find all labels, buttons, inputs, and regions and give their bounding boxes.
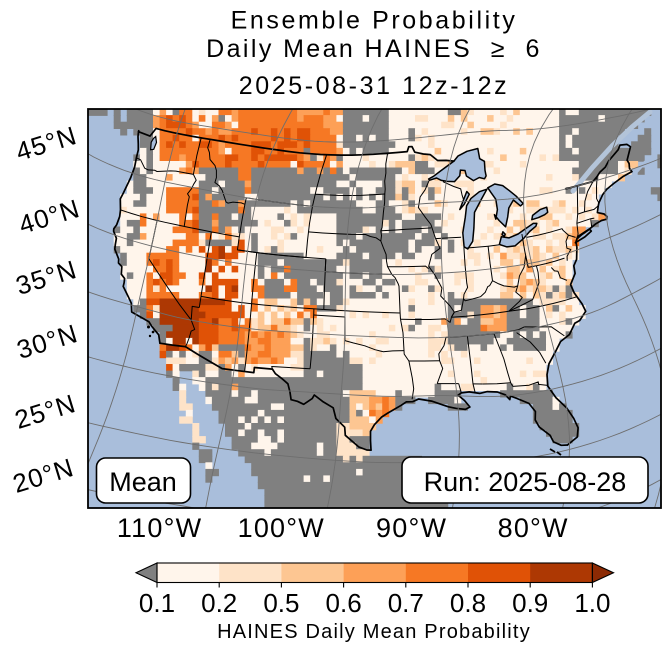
svg-text:100°W: 100°W [238, 513, 325, 543]
svg-text:0.7: 0.7 [388, 588, 424, 618]
svg-text:110°W: 110°W [117, 513, 202, 543]
svg-text:HAINES Daily Mean Probability: HAINES Daily Mean Probability [217, 621, 531, 643]
svg-text:0.5: 0.5 [263, 588, 299, 618]
svg-text:0.9: 0.9 [512, 588, 548, 618]
svg-text:Mean: Mean [109, 467, 177, 497]
svg-text:2025-08-31 12z-12z: 2025-08-31 12z-12z [239, 72, 510, 100]
svg-text:0.8: 0.8 [450, 588, 486, 618]
svg-text:Ensemble Probability: Ensemble Probability [231, 7, 518, 35]
svg-text:0.1: 0.1 [139, 588, 175, 618]
svg-text:1.0: 1.0 [574, 588, 610, 618]
svg-text:90°W: 90°W [376, 513, 447, 543]
svg-text:Daily Mean HAINES ≥ 6: Daily Mean HAINES ≥ 6 [206, 35, 542, 63]
svg-text:80°W: 80°W [498, 513, 569, 543]
svg-text:0.6: 0.6 [326, 588, 362, 618]
svg-text:Run: 2025-08-28: Run: 2025-08-28 [424, 467, 627, 497]
svg-text:0.2: 0.2 [201, 588, 237, 618]
